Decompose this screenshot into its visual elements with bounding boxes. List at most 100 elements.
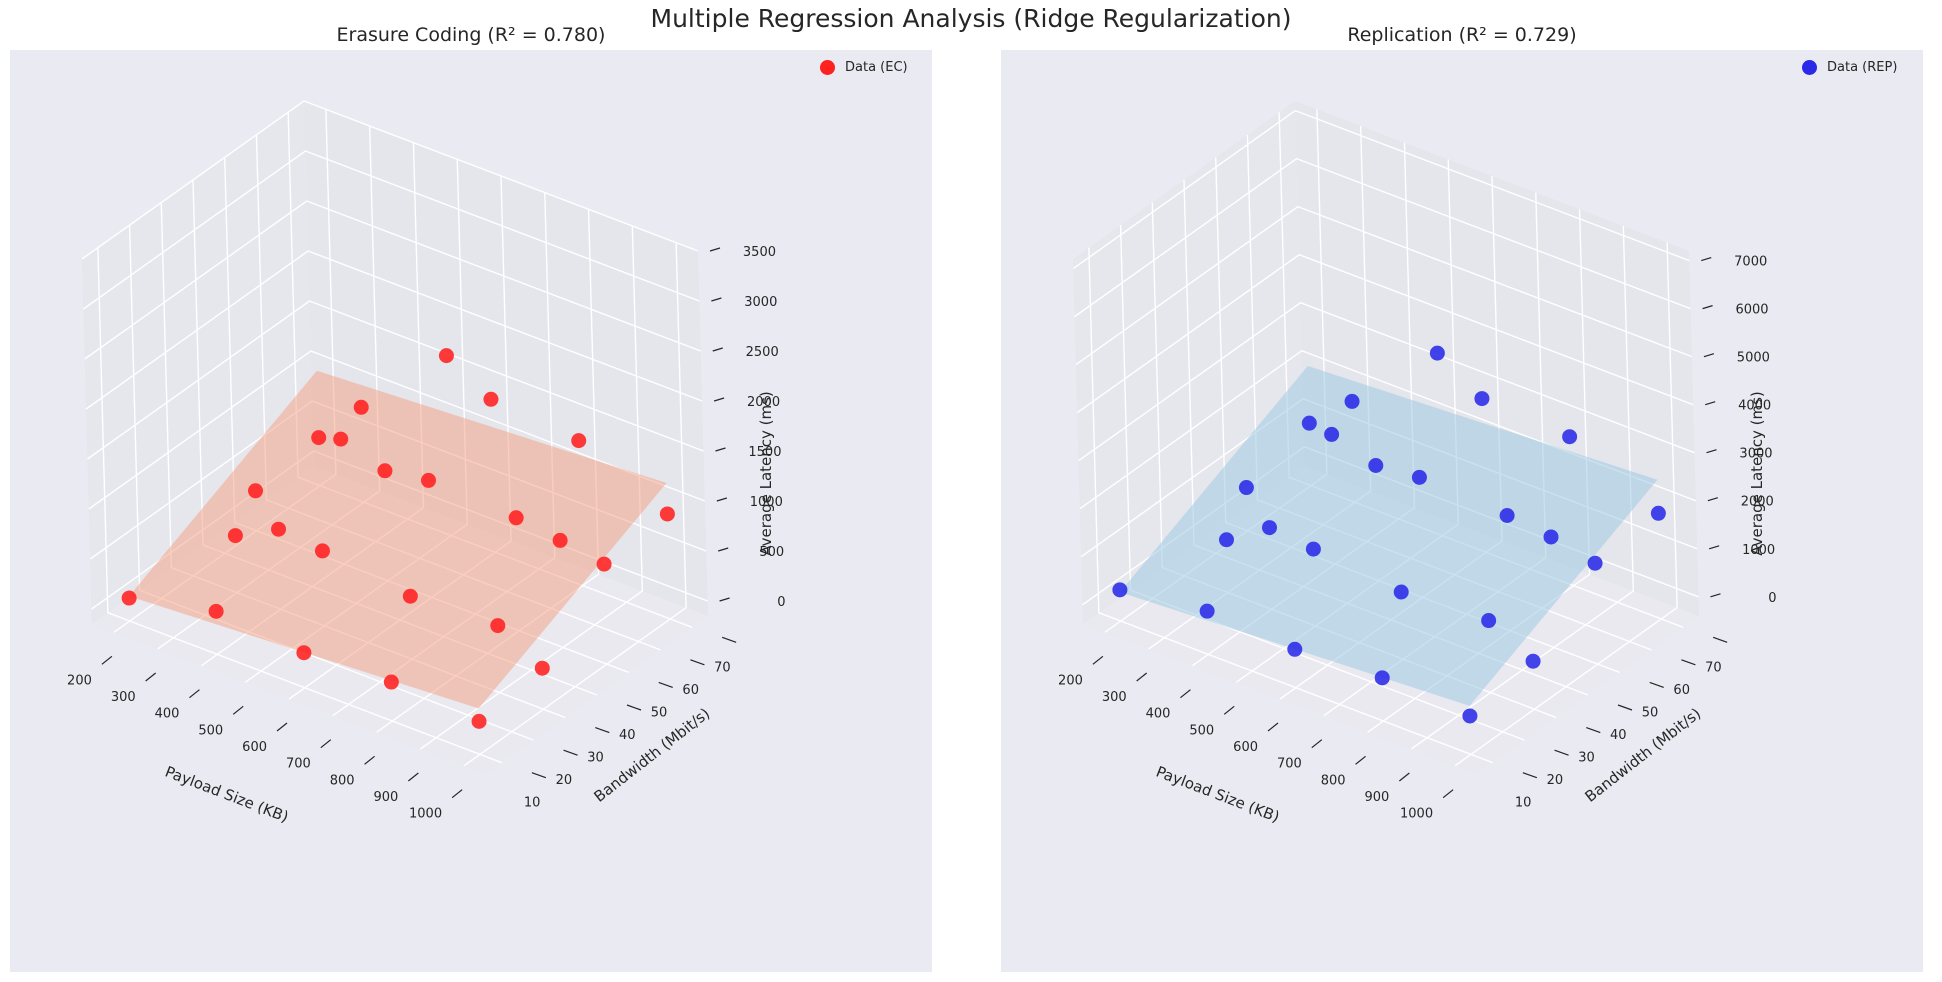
z-tick-rep	[1702, 305, 1713, 310]
z-tick-ec	[712, 347, 723, 352]
y-tick-ec	[721, 636, 737, 643]
data-point-ec	[353, 399, 369, 415]
data-point-rep	[1305, 541, 1321, 557]
z-tick-rep	[1705, 401, 1716, 406]
gridline-y-rep	[1088, 247, 1494, 764]
x-tick-label-ec: 700	[286, 757, 311, 772]
y-tick-ec	[595, 727, 610, 734]
data-point-ec	[121, 590, 137, 606]
z-tick-label-ec: 2000	[747, 395, 780, 410]
y-tick-ec	[531, 772, 547, 779]
x-tick-label-rep: 600	[1233, 740, 1258, 755]
x-tick-rep	[1136, 672, 1148, 682]
x-tick-ec	[101, 655, 113, 665]
z-tick-label-ec: 0	[777, 595, 785, 610]
z-tick-label-rep: 4000	[1738, 399, 1771, 414]
y-tick-label-ec: 40	[619, 728, 636, 743]
y-tick-ec	[563, 749, 578, 756]
gridline-y-ec	[97, 247, 503, 764]
y-tick-label-ec: 30	[587, 751, 604, 766]
x-tick-label-ec: 800	[330, 773, 355, 788]
gridline-z-rep	[1076, 253, 1694, 414]
data-point-rep	[1261, 520, 1277, 536]
data-point-rep	[1650, 505, 1666, 521]
gridline-z-ec	[84, 200, 701, 360]
y-tick-ec	[658, 681, 673, 688]
x-tick-ec	[320, 739, 332, 749]
x-tick-ec	[189, 689, 200, 699]
gridline-z-ec	[81, 100, 699, 260]
x-tick-ec	[276, 722, 288, 732]
data-point-rep	[1411, 469, 1427, 485]
y-tick-ec	[690, 659, 705, 666]
data-point-rep	[1587, 555, 1603, 571]
x-tick-label-ec: 500	[198, 723, 223, 738]
data-point-rep	[1481, 613, 1497, 629]
data-point-ec	[421, 472, 437, 488]
data-point-ec	[508, 510, 524, 526]
data-point-rep	[1324, 426, 1340, 442]
z-tick-label-rep: 6000	[1735, 303, 1768, 318]
data-point-rep	[1525, 653, 1541, 669]
data-point-rep	[1301, 415, 1317, 431]
data-point-rep	[1474, 391, 1490, 407]
data-point-rep	[1543, 529, 1559, 545]
x-tick-rep	[1442, 789, 1454, 799]
data-point-ec	[377, 463, 393, 479]
x-tick-label-rep: 200	[1058, 673, 1083, 688]
gridline-x-ec	[419, 225, 644, 750]
data-point-rep	[1199, 603, 1215, 619]
x-axis-label-ec: Payload Size (KB)	[163, 763, 291, 827]
x-tick-rep	[1092, 655, 1104, 665]
x-tick-ec	[407, 772, 419, 782]
legend-label-rep: Data (REP)	[1827, 60, 1898, 75]
data-point-ec	[552, 532, 568, 548]
x-tick-label-rep: 1000	[1400, 807, 1433, 822]
y-tick-label-rep: 40	[1610, 728, 1627, 743]
data-point-ec	[333, 431, 349, 447]
gridline-x-rep	[1410, 225, 1635, 750]
data-point-ec	[248, 483, 264, 499]
gridline-z-ec	[87, 300, 704, 460]
x-tick-rep	[1180, 689, 1191, 699]
data-point-rep	[1429, 345, 1445, 361]
regression-surface-rep	[1119, 366, 1658, 706]
data-point-rep	[1374, 670, 1390, 686]
z-tick-label-rep: 2000	[1741, 495, 1774, 510]
legend-ec: Data (EC)	[820, 60, 908, 75]
x-tick-label-rep: 400	[1146, 707, 1171, 722]
data-point-ec	[471, 713, 487, 729]
z-tick-label-ec: 1000	[750, 495, 783, 510]
data-point-ec	[402, 588, 418, 604]
z-tick-ec	[711, 297, 722, 302]
data-point-rep	[1368, 457, 1384, 473]
y-tick-rep	[1649, 681, 1664, 688]
x-tick-label-ec: 300	[111, 690, 136, 705]
y-tick-label-rep: 10	[1515, 796, 1532, 811]
z-tick-label-rep: 5000	[1737, 351, 1770, 366]
data-point-ec	[296, 645, 312, 661]
y-tick-label-rep: 60	[1673, 683, 1690, 698]
data-point-ec	[534, 660, 550, 676]
x-tick-label-rep: 500	[1189, 723, 1214, 738]
data-point-rep	[1219, 532, 1235, 548]
x-tick-rep	[1355, 755, 1366, 765]
gridline-z-rep	[1075, 205, 1693, 366]
x-tick-ec	[232, 705, 244, 715]
x-tick-label-rep: 800	[1321, 773, 1346, 788]
y-tick-label-ec: 70	[714, 660, 731, 675]
gridline-z-ec	[82, 150, 700, 310]
x-tick-label-ec: 900	[374, 790, 399, 805]
z-tick-label-ec: 3500	[743, 245, 776, 260]
data-point-ec	[208, 603, 224, 619]
z-tick-label-rep: 3000	[1739, 447, 1772, 462]
data-point-ec	[314, 543, 330, 559]
gridline-x-rep	[1454, 242, 1678, 767]
z-tick-ec	[716, 497, 728, 502]
legend-marker-ec	[820, 60, 835, 75]
z-tick-label-ec: 500	[759, 545, 784, 560]
z-tick-rep	[1703, 353, 1715, 358]
gridline-z-rep	[1074, 157, 1691, 318]
x-tick-label-ec: 400	[155, 707, 180, 722]
